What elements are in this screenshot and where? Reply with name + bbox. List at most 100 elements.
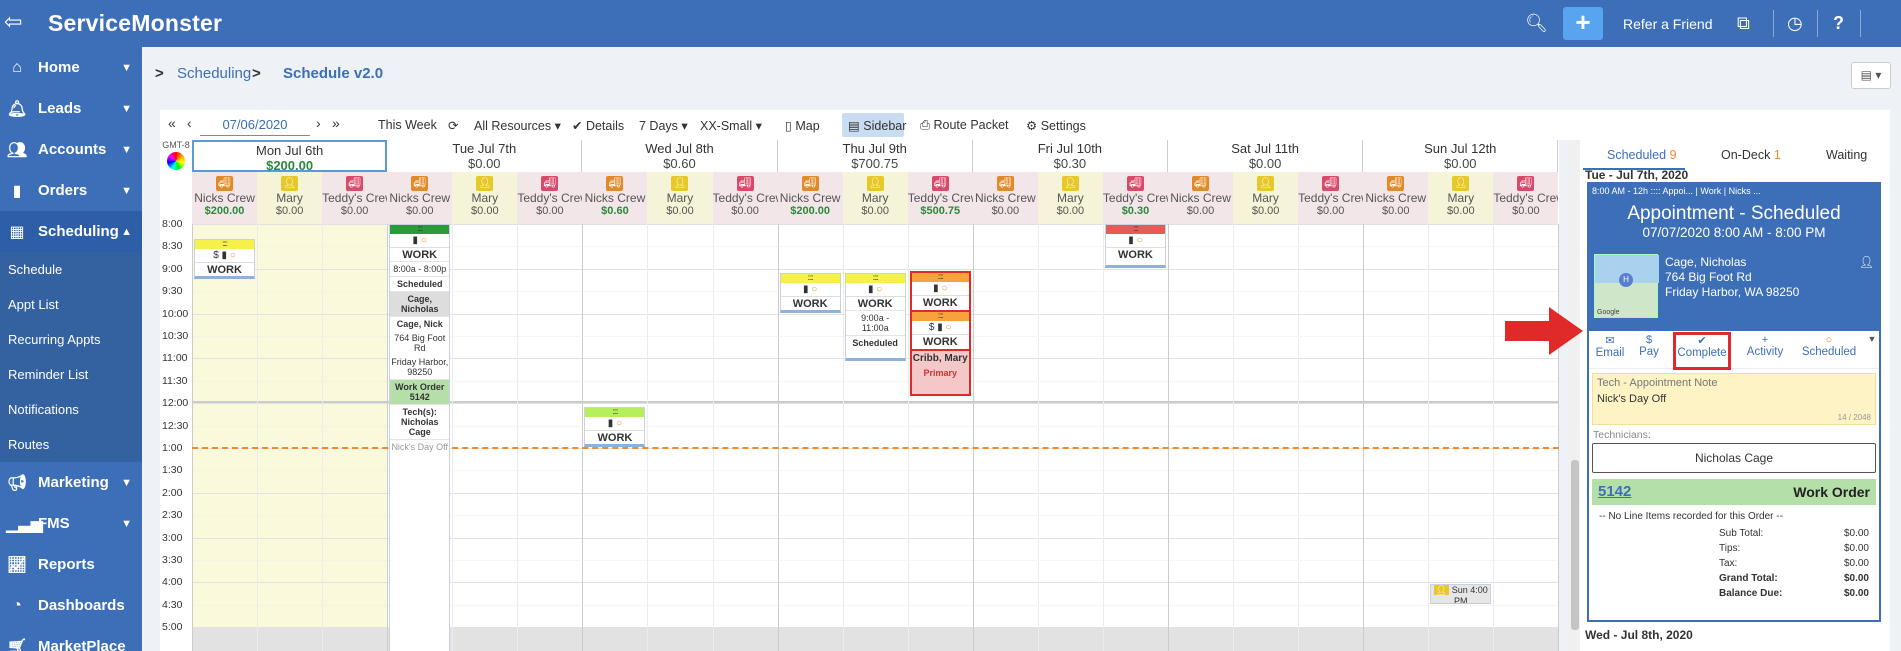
resource-header[interactable]: 👤︎ Mary $0.00 [1233, 172, 1299, 224]
breadcrumb-scheduling-link[interactable]: Scheduling [177, 65, 252, 82]
resource-header[interactable]: 🚚︎ Nicks Crew $0.00 [1168, 172, 1234, 224]
route-packet-button[interactable]: ⎙ Route Packet [920, 118, 1009, 132]
resource-header[interactable]: 🚚︎ Teddy's Crew $0.00 [322, 172, 388, 224]
help-icon[interactable]: ? [1833, 13, 1844, 33]
sidebar-subitem-appt-list[interactable]: Appt List [0, 287, 142, 322]
size-dropdown[interactable]: XX-Small ▾ [700, 119, 762, 133]
scrollbar-thumb[interactable] [1571, 460, 1579, 630]
sidebar-item-leads[interactable]: 🔔︎ Leads ▼ [6, 100, 132, 118]
refresh-icon[interactable]: ⟳ [448, 119, 459, 133]
resource-header[interactable]: 🚚︎ Teddy's Crew $0.00 [1493, 172, 1559, 224]
day-header[interactable]: Sun Jul 12th $0.00 [1363, 140, 1559, 172]
day-header[interactable]: Mon Jul 6th $200.00 [192, 140, 388, 173]
app-logo[interactable]: ServiceMonster [48, 10, 223, 36]
day-header[interactable]: Thu Jul 9th $700.75 [777, 140, 973, 172]
resource-header[interactable]: 👤︎ Mary $0.00 [842, 172, 908, 224]
resource-header[interactable]: 👤︎ Mary $0.00 [257, 172, 323, 224]
resource-header[interactable]: 👤︎ Mary $0.00 [452, 172, 518, 224]
sidebar-toggle-button[interactable]: ▤ Sidebar [848, 119, 907, 133]
settings-button[interactable]: ⚙ Settings [1026, 119, 1086, 133]
resource-header[interactable]: 🚚︎ Teddy's Crew $0.00 [712, 172, 778, 224]
prev-week-icon[interactable]: « [168, 115, 176, 131]
days-dropdown[interactable]: 7 Days ▾ [639, 119, 688, 133]
customer-name[interactable]: Cage, Nicholas [1665, 255, 1747, 269]
resource-header[interactable]: 🚚︎ Nicks Crew $0.00 [972, 172, 1038, 224]
resource-header[interactable]: 👤︎ Mary $0.00 [647, 172, 713, 224]
resource-header[interactable]: 👤︎ Mary $0.00 [1037, 172, 1103, 224]
color-wheel-icon[interactable] [167, 152, 185, 170]
resource-header[interactable]: 🚚︎ Nicks Crew $0.00 [387, 172, 453, 224]
caret-down-icon[interactable]: ▼ [1867, 334, 1877, 344]
status-dropdown[interactable]: ○ Scheduled [1799, 334, 1859, 358]
appointment-block[interactable]: Cribb, Mary Primary [909, 349, 971, 397]
work-order-link[interactable]: 5142 [1598, 483, 1632, 500]
drag-handle[interactable]: :::: [585, 408, 645, 418]
appointment-block[interactable]: :::: $ ▮ ○ WORK [194, 239, 256, 280]
sidebar-item-marketing[interactable]: 📢︎ Marketing ▼ [6, 474, 132, 492]
time-grid[interactable] [192, 224, 1559, 651]
resource-header[interactable]: 🚚︎ Nicks Crew $0.00 [1363, 172, 1429, 224]
activity-button[interactable]: + Activity [1743, 334, 1787, 358]
map-thumbnail[interactable]: H Google [1594, 254, 1659, 318]
view-options-button[interactable]: ▤ ▾ [1851, 62, 1891, 89]
sidebar-item-orders[interactable]: ▮ Orders ▼ [0, 170, 142, 211]
sidebar-item-marketplace[interactable]: 🛒︎ MarketPlace [0, 626, 142, 651]
resource-header[interactable]: 🚚︎ Nicks Crew $200.00 [777, 172, 843, 224]
resource-header[interactable]: 🚚︎ Nicks Crew $0.60 [582, 172, 648, 224]
appointment-block[interactable]: 👤︎ Sun 4:00 PM [1430, 584, 1492, 605]
pay-button[interactable]: $ Pay [1637, 334, 1661, 358]
this-week-button[interactable]: This Week [378, 118, 437, 132]
tech-note-text[interactable]: Nick's Day Off [1597, 393, 1667, 405]
add-button[interactable]: + [1563, 7, 1603, 40]
technician-field[interactable]: Nicholas Cage [1592, 443, 1876, 473]
clock-icon[interactable]: ◷ [1787, 13, 1803, 33]
search-icon[interactable]: 🔍︎ [1525, 13, 1548, 33]
email-button[interactable]: ✉ Email [1593, 334, 1627, 359]
day-header[interactable]: Tue Jul 7th $0.00 [387, 140, 583, 172]
appointment-block[interactable]: :::: ▮ ○ WORK 9:00a - 11:00a Scheduled [844, 273, 906, 362]
sidebar-subitem-schedule[interactable]: Schedule [0, 252, 142, 287]
drag-handle[interactable]: :::: [780, 274, 840, 284]
appointment-block[interactable]: :::: ▮ ○ WORK 8:00a - 8:00p Scheduled Cage, N… [389, 223, 451, 651]
sidebar-subitem-recurring-appts[interactable]: Recurring Appts [0, 322, 142, 357]
day-header[interactable]: Sat Jul 11th $0.00 [1168, 140, 1364, 172]
drag-handle[interactable]: :::: [390, 224, 450, 234]
person-icon[interactable]: 👤︎ [1858, 255, 1874, 269]
sidebar-subitem-reminder-list[interactable]: Reminder List [0, 357, 142, 392]
map-button[interactable]: ▯ Map [785, 119, 820, 133]
resource-header[interactable]: 🚚︎ Nicks Crew $200.00 [192, 172, 258, 224]
day-header[interactable]: Fri Jul 10th $0.30 [972, 140, 1168, 172]
resource-header[interactable]: 🚚︎ Teddy's Crew $0.00 [1298, 172, 1364, 224]
scrollbar[interactable] [1570, 140, 1580, 651]
drag-handle[interactable]: :::: [1105, 224, 1165, 234]
tab-scheduled[interactable]: Scheduled 9 [1607, 148, 1677, 162]
card-summary-bar[interactable]: 8:00 AM - 12h :::: Appoi... | Work | Nic… [1589, 184, 1879, 199]
menu-toggle-icon[interactable]: ⇦ [4, 9, 23, 34]
day-header[interactable]: Wed Jul 8th $0.60 [582, 140, 778, 172]
sidebar-item-accounts[interactable]: 👥︎ Accounts ▼ [6, 141, 132, 159]
next-day-icon[interactable]: › [316, 115, 321, 131]
sidebar-item-fms[interactable]: ▁▃▅ FMS ▼ [6, 515, 132, 533]
resource-header[interactable]: 🚚︎ Teddy's Crew $500.75 [907, 172, 973, 224]
sidebar-subitem-routes[interactable]: Routes [0, 427, 142, 462]
external-link-icon[interactable]: ⧉ [1737, 13, 1750, 33]
complete-button[interactable]: ✔ Complete [1675, 334, 1729, 359]
tab-waiting[interactable]: Waiting [1826, 148, 1868, 162]
appointment-block[interactable]: :::: ▮ ○ WORK [584, 407, 646, 448]
sidebar-item-scheduling[interactable]: ▦ Scheduling ▲ [0, 211, 142, 252]
sidebar-item-reports[interactable]: 📈︎ Reports [6, 556, 95, 574]
sidebar-item-home[interactable]: ⌂ Home ▼ [0, 47, 142, 88]
sidebar-subitem-notifications[interactable]: Notifications [0, 392, 142, 427]
tab-on-deck[interactable]: On-Deck 1 [1721, 148, 1781, 162]
resources-dropdown[interactable]: All Resources ▾ [474, 119, 561, 133]
drag-handle[interactable]: :::: [845, 274, 905, 284]
resource-header[interactable]: 🚚︎ Teddy's Crew $0.00 [517, 172, 583, 224]
drag-handle[interactable]: :::: [911, 272, 969, 282]
drag-handle[interactable]: :::: [195, 240, 255, 250]
details-toggle[interactable]: ✔ Details [572, 119, 625, 133]
appointment-block[interactable]: :::: ▮ ○ WORK [779, 273, 841, 314]
appointment-block[interactable]: :::: ▮ ○ WORK [1104, 223, 1166, 268]
refer-a-friend-link[interactable]: Refer a Friend [1623, 16, 1713, 32]
drag-handle[interactable]: :::: [911, 312, 969, 321]
tech-note[interactable]: Tech - Appointment Note Nick's Day Off 1… [1592, 373, 1876, 425]
